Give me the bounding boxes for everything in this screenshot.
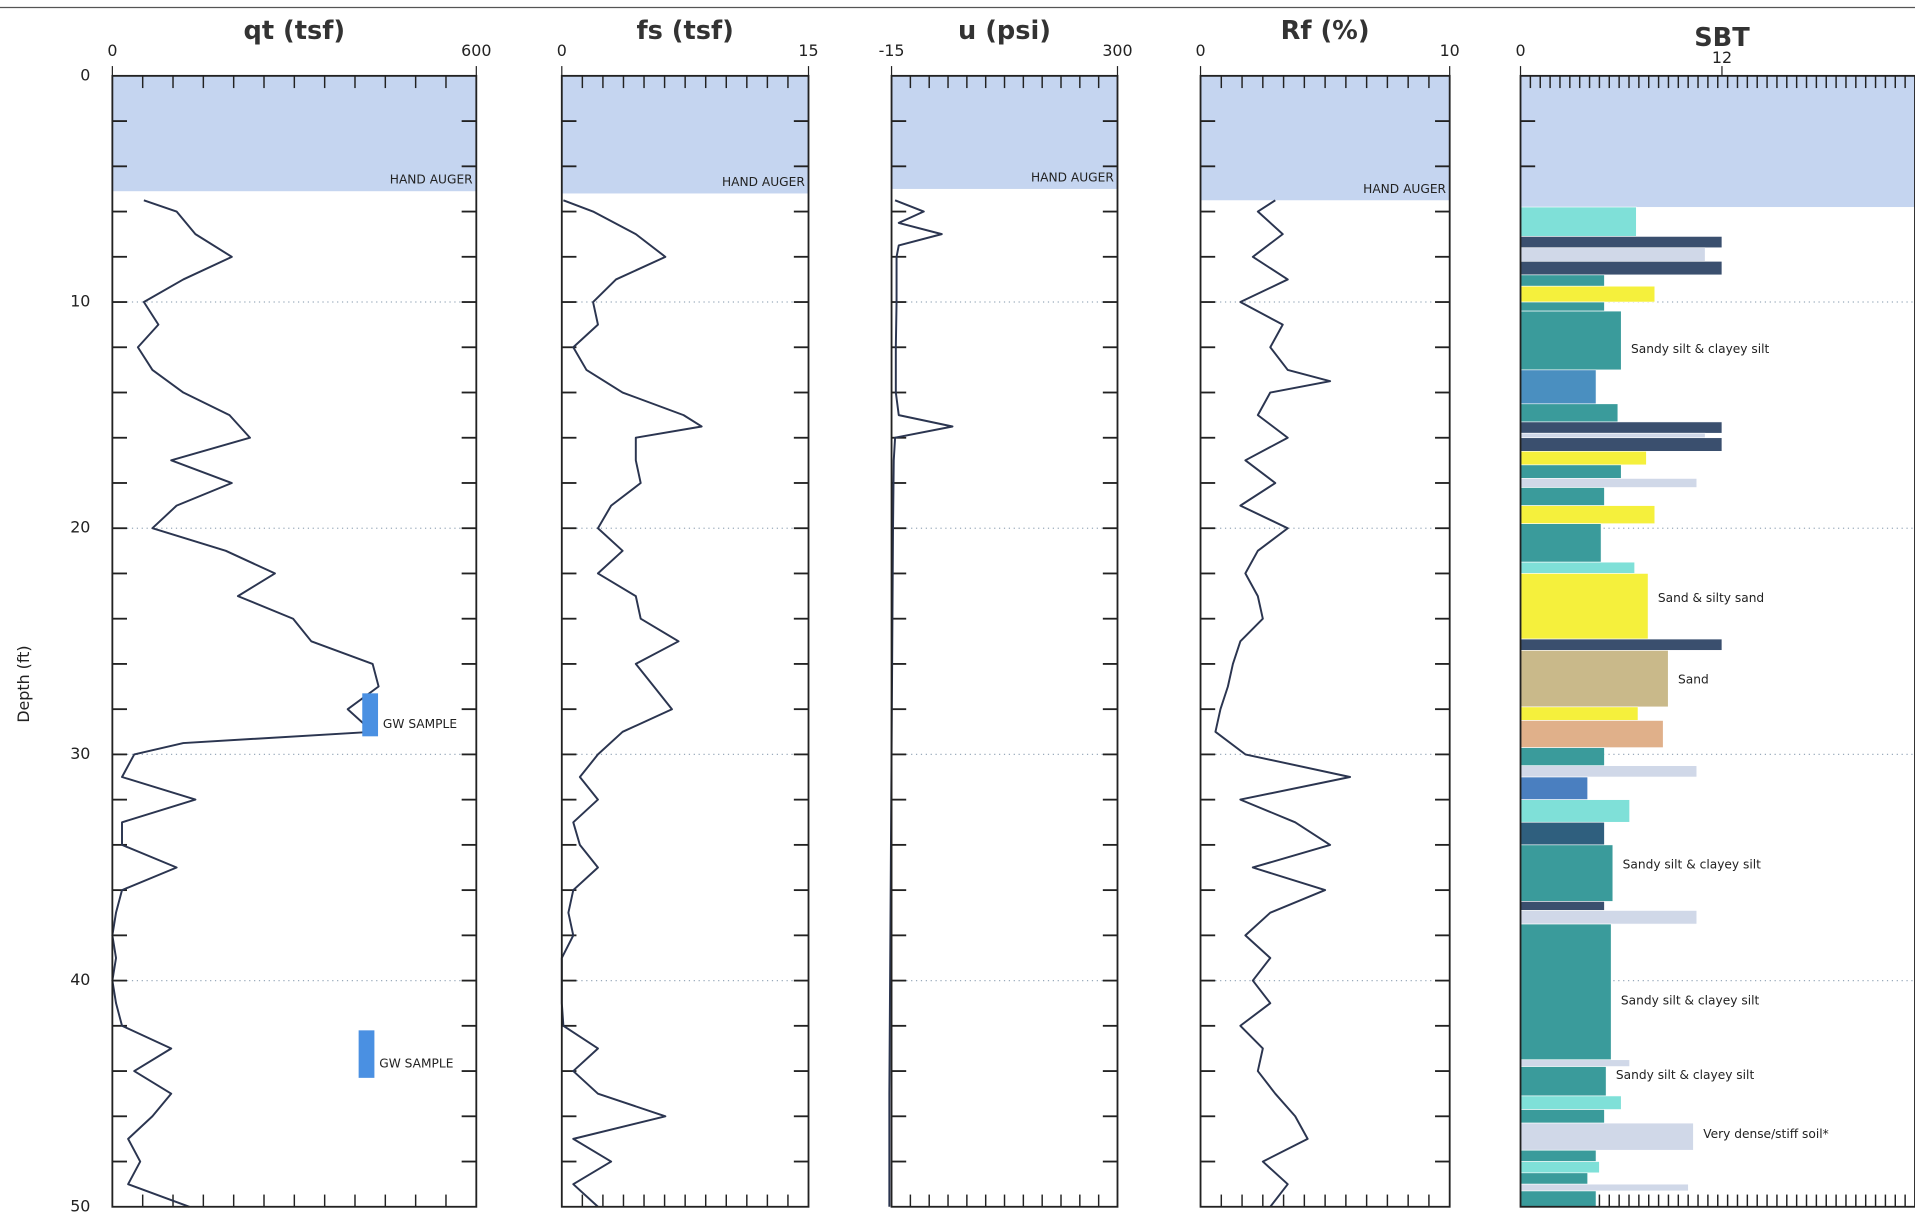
sbt-layer [1520,1122,1694,1151]
sbt-layer [1520,478,1698,488]
hand-auger-label: HAND AUGER [390,173,473,187]
x-tick-label: 0 [107,41,117,60]
hand-auger-zone [1520,75,1915,208]
sbt-layer [1520,1183,1689,1192]
x-tick-label: 10 [1440,41,1460,60]
sbt-layer [1520,844,1614,902]
gw-sample-label: GW SAMPLE [379,1056,453,1070]
x-tick-label: 12 [1712,48,1732,67]
sbt-layer [1520,901,1605,911]
sbt-layer [1520,310,1622,371]
sbt-layer [1520,923,1612,1061]
panel-frame [1199,74,1451,1208]
sbt-layer [1520,910,1698,925]
sbt-layer [1520,1066,1607,1097]
x-tick-label: 0 [557,41,567,60]
sbt-layer [1520,821,1605,846]
sbt-label: Sand [1678,672,1709,686]
sbt-layer [1520,747,1605,767]
sbt-layer [1520,421,1723,434]
y-tick-label: 20 [70,518,90,537]
gw-sample-label: GW SAMPLE [383,717,457,731]
hand-auger-label: HAND AUGER [1031,170,1114,184]
sbt-label: Sandy silt & clayey silt [1616,1068,1755,1082]
sbt-layer [1520,776,1588,800]
sbt-layer [1520,464,1622,479]
sbt-layer [1520,505,1656,525]
hand-auger-zone [891,75,1118,189]
profile-line [888,199,954,1207]
gw-sample [358,1030,375,1078]
sbt-layer [1520,403,1619,423]
sbt-layer [1520,1190,1597,1208]
sbt-layer [1520,573,1649,640]
y-tick-label: 10 [70,292,90,311]
sbt-label: Very dense/stiff soil* [1703,1127,1829,1141]
sbt-layer [1520,765,1698,778]
sbt-layer [1520,1172,1588,1185]
y-tick-label: 0 [80,65,90,84]
sbt-layer [1520,301,1605,312]
hand-auger-zone [112,75,477,192]
sbt-layer [1520,432,1706,439]
sbt-layer [1520,274,1605,287]
sbt-label: Sandy silt & clayey silt [1623,858,1762,872]
panel-frame [890,74,1119,1208]
sbt-layer [1520,206,1637,237]
panel-title: Rf (%) [1281,16,1370,46]
hand-auger-zone [561,75,809,194]
sbt-layer [1520,451,1647,466]
panel-title: SBT [1694,23,1750,53]
hand-auger-label: HAND AUGER [1363,182,1446,196]
profile-line [111,199,380,1208]
sbt-layer [1520,437,1723,452]
panel-title: u (psi) [958,16,1051,46]
sbt-layer [1520,261,1723,276]
y-axis-label: Depth (ft) [14,645,33,722]
x-tick-label: 600 [461,41,491,60]
sbt-layer [1520,720,1664,748]
sbt-layer [1520,1161,1600,1174]
x-tick-label: -15 [879,41,905,60]
sbt-layer [1520,561,1635,574]
sbt-layer [1520,369,1597,405]
hand-auger-zone [1200,75,1450,201]
sbt-layer [1520,650,1669,708]
y-tick-label: 50 [70,1196,90,1215]
profile-line [1214,199,1352,1208]
sbt-layer [1520,487,1605,506]
y-tick-label: 30 [70,744,90,763]
sbt-layer [1520,638,1723,651]
x-tick-label: 0 [1195,41,1205,60]
sbt-layer [1520,285,1656,303]
sbt-layer [1520,247,1706,262]
sbt-layer [1520,1095,1622,1110]
y-tick-label: 40 [70,970,90,989]
x-tick-label: 15 [798,41,818,60]
x-tick-label: 0 [1515,41,1525,60]
sbt-label: Sand & silty sand [1658,591,1764,605]
sbt-layer [1520,523,1602,563]
sbt-layer [1520,236,1723,249]
panel-title: qt (tsf) [244,16,346,46]
sbt-layer [1520,1149,1597,1162]
hand-auger-label: HAND AUGER [722,175,805,189]
sbt-layer [1520,1109,1605,1124]
sbt-label: Sandy silt & clayey silt [1621,993,1760,1007]
panel-frame [560,74,810,1208]
sbt-label: Sandy silt & clayey silt [1631,342,1770,356]
gw-sample [362,693,379,737]
panel-title: fs (tsf) [636,16,733,46]
sbt-layer [1520,799,1630,823]
panel-frame [111,74,478,1208]
panel-frame [1519,74,1915,1208]
sbt-layer [1520,1059,1630,1067]
x-tick-label: 300 [1102,41,1132,60]
sbt-layer [1520,706,1639,721]
profile-line [560,199,703,1208]
